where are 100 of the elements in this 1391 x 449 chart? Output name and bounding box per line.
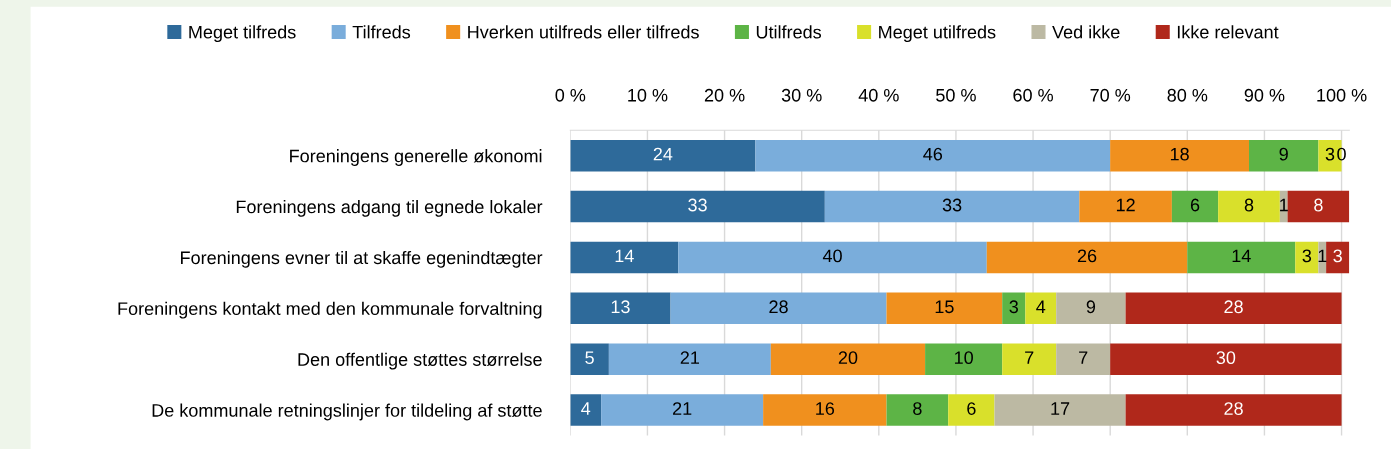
bar — [925, 343, 1003, 375]
data-label: 3 — [1325, 147, 1335, 161]
bar — [886, 394, 949, 426]
data-label: 3 — [1302, 249, 1312, 263]
data-label: 18 — [1170, 147, 1189, 161]
x-tick-label: 70 % — [1090, 88, 1131, 102]
data-label: 10 — [954, 351, 973, 365]
bar — [1079, 190, 1172, 223]
x-tick-label: 30 % — [781, 88, 822, 102]
data-label: 3 — [1333, 249, 1342, 263]
bar — [994, 394, 1126, 426]
legend-label: Hverken utilfreds eller tilfreds — [468, 25, 699, 39]
data-label: 14 — [1232, 249, 1251, 263]
bar — [1125, 292, 1342, 325]
data-label: 3 — [1009, 300, 1018, 314]
legend-label: Meget tilfreds — [189, 25, 296, 43]
y-tick-label: Den offentlige støttes størrelse — [298, 352, 542, 370]
data-label: 4 — [581, 402, 591, 415]
data-label: 20 — [838, 351, 858, 365]
bar — [1056, 292, 1126, 325]
bar — [1326, 241, 1350, 274]
data-label: 21 — [673, 402, 692, 415]
legend-label: Utilfreds — [756, 25, 822, 39]
bar — [1056, 343, 1111, 375]
legend-label: Tilfreds — [352, 25, 411, 39]
bar — [1125, 394, 1342, 426]
x-tick-label: 0 % — [555, 88, 586, 102]
y-tick-label: Foreningens generelle økonomi — [290, 149, 542, 166]
data-label: 24 — [653, 147, 673, 161]
data-label: 26 — [1077, 249, 1097, 263]
data-label: 12 — [1116, 198, 1135, 212]
bar — [763, 394, 887, 426]
data-label: 28 — [769, 300, 788, 314]
bar — [608, 343, 771, 375]
data-label: 40 — [822, 249, 842, 263]
bar — [986, 241, 1188, 274]
data-label: 6 — [1190, 198, 1200, 212]
x-tick-label: 60 % — [1013, 88, 1053, 102]
data-label: 9 — [1279, 147, 1288, 161]
y-tick-label: Foreningens evner til at skaffe egenindtægter — [181, 250, 543, 268]
bar — [1249, 139, 1319, 172]
data-label: 15 — [935, 300, 954, 314]
y-tick-label: Foreningens adgang til egnede lokaler — [236, 200, 543, 217]
bar — [1187, 241, 1296, 274]
y-tick-label: Foreningens kontakt med den kommunale forvaltning — [118, 301, 542, 319]
data-label: 16 — [816, 402, 835, 415]
x-tick-label: 40 % — [858, 88, 899, 102]
data-label: 33 — [942, 198, 962, 212]
x-tick-label: 20 % — [704, 88, 745, 102]
data-label: 7 — [1025, 351, 1034, 364]
bar — [570, 139, 756, 172]
bar — [570, 394, 602, 426]
data-label: 14 — [615, 249, 634, 263]
x-tick-label: 50 % — [936, 88, 976, 102]
data-label: 6 — [967, 402, 976, 415]
bar — [670, 292, 887, 325]
data-label: 33 — [688, 198, 707, 212]
legend-label: Ikke relevant — [1177, 25, 1279, 39]
bar — [948, 394, 995, 426]
bar — [1110, 139, 1250, 172]
bar — [1002, 343, 1057, 375]
bar — [1025, 292, 1057, 325]
x-tick-label: 10 % — [628, 88, 668, 102]
y-tick-label: De kommunale retningslinjer for tildeling af støtte — [152, 403, 542, 421]
bar — [570, 190, 825, 223]
bar — [1218, 190, 1280, 223]
bar — [601, 394, 764, 426]
bar — [1002, 292, 1026, 325]
data-label: 28 — [1224, 402, 1243, 415]
bar — [755, 139, 1111, 172]
data-label: 9 — [1086, 300, 1096, 314]
x-tick-label: 90 % — [1244, 88, 1285, 102]
bar — [1287, 190, 1350, 223]
data-label: 8 — [913, 402, 922, 415]
x-tick-label: 80 % — [1167, 88, 1208, 102]
bar — [1295, 241, 1319, 274]
data-label: 1 — [1280, 198, 1288, 212]
bar — [886, 292, 1003, 325]
bar — [570, 343, 609, 375]
data-label: 8 — [1314, 198, 1323, 212]
bar — [678, 241, 987, 274]
data-label: 8 — [1244, 198, 1254, 212]
data-label: 7 — [1079, 351, 1088, 364]
bar — [570, 241, 679, 274]
data-label: 13 — [611, 300, 630, 314]
bar — [1171, 190, 1219, 223]
data-label: 28 — [1224, 300, 1243, 314]
bar — [1110, 343, 1342, 375]
data-label: 46 — [923, 147, 943, 161]
x-tick-label: 100 % — [1317, 88, 1367, 102]
legend-label: Meget utilfreds — [879, 25, 996, 43]
data-label: 30 — [1216, 351, 1236, 365]
legend-label: Ved ikke — [1052, 25, 1120, 39]
data-label: 5 — [585, 351, 594, 365]
data-label: 4 — [1036, 300, 1046, 313]
data-label: 17 — [1051, 402, 1070, 415]
bar — [570, 292, 671, 325]
data-label: 21 — [680, 351, 700, 364]
bar — [770, 343, 926, 375]
bar — [824, 190, 1080, 223]
